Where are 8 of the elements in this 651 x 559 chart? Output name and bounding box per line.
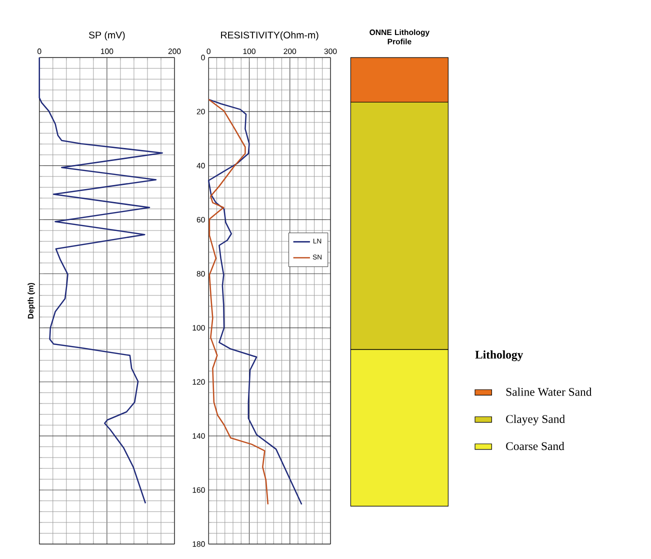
line-series — [208, 98, 269, 506]
legend-label: Saline Water Sand — [506, 388, 592, 396]
legend-title: Lithology — [475, 350, 524, 362]
x-axis-title: SP (mV) — [88, 32, 125, 41]
line-series — [208, 98, 302, 506]
x-axis-title: RESISTIVITY(Ohm-m) — [221, 32, 318, 41]
legend-label: Clayey Sand — [506, 414, 565, 426]
legend-label: Coarse Sand — [506, 442, 564, 450]
